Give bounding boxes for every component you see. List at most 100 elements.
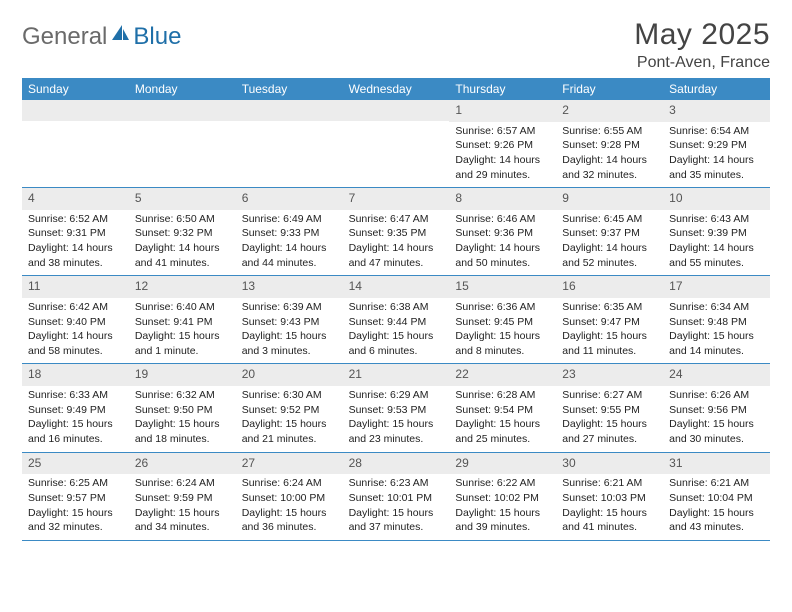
day-body: Sunrise: 6:36 AMSunset: 9:45 PMDaylight:…: [449, 298, 556, 364]
daylight2-line: and 34 minutes.: [135, 521, 230, 535]
day-cell: 25Sunrise: 6:25 AMSunset: 9:57 PMDayligh…: [22, 453, 129, 541]
sunset-line: Sunset: 9:48 PM: [669, 316, 764, 330]
sunrise-line: Sunrise: 6:45 AM: [562, 213, 657, 227]
weekday-label: Sunday: [22, 78, 129, 100]
sunset-line: Sunset: 10:02 PM: [455, 492, 550, 506]
day-cell: 7Sunrise: 6:47 AMSunset: 9:35 PMDaylight…: [343, 188, 450, 276]
day-cell: 8Sunrise: 6:46 AMSunset: 9:36 PMDaylight…: [449, 188, 556, 276]
day-number: 8: [449, 188, 556, 210]
day-cell: 21Sunrise: 6:29 AMSunset: 9:53 PMDayligh…: [343, 364, 450, 452]
daylight2-line: and 11 minutes.: [562, 345, 657, 359]
sunset-line: Sunset: 9:33 PM: [242, 227, 337, 241]
daylight1-line: Daylight: 15 hours: [135, 330, 230, 344]
day-body: Sunrise: 6:46 AMSunset: 9:36 PMDaylight:…: [449, 210, 556, 276]
day-cell: 31Sunrise: 6:21 AMSunset: 10:04 PMDaylig…: [663, 453, 770, 541]
daylight1-line: Daylight: 15 hours: [669, 330, 764, 344]
day-cell: 28Sunrise: 6:23 AMSunset: 10:01 PMDaylig…: [343, 453, 450, 541]
sunrise-line: Sunrise: 6:38 AM: [349, 301, 444, 315]
sunrise-line: Sunrise: 6:46 AM: [455, 213, 550, 227]
daylight1-line: Daylight: 15 hours: [455, 418, 550, 432]
sunset-line: Sunset: 9:32 PM: [135, 227, 230, 241]
day-number: 22: [449, 364, 556, 386]
day-body: Sunrise: 6:52 AMSunset: 9:31 PMDaylight:…: [22, 210, 129, 276]
daylight1-line: Daylight: 15 hours: [242, 507, 337, 521]
sunrise-line: Sunrise: 6:28 AM: [455, 389, 550, 403]
day-cell: 20Sunrise: 6:30 AMSunset: 9:52 PMDayligh…: [236, 364, 343, 452]
day-body: Sunrise: 6:38 AMSunset: 9:44 PMDaylight:…: [343, 298, 450, 364]
sunset-line: Sunset: 9:26 PM: [455, 139, 550, 153]
sunset-line: Sunset: 9:39 PM: [669, 227, 764, 241]
daylight2-line: and 27 minutes.: [562, 433, 657, 447]
sunrise-line: Sunrise: 6:52 AM: [28, 213, 123, 227]
daylight2-line: and 39 minutes.: [455, 521, 550, 535]
daylight1-line: Daylight: 14 hours: [349, 242, 444, 256]
day-number: 19: [129, 364, 236, 386]
daylight2-line: and 14 minutes.: [669, 345, 764, 359]
day-body: Sunrise: 6:35 AMSunset: 9:47 PMDaylight:…: [556, 298, 663, 364]
sunset-line: Sunset: 10:00 PM: [242, 492, 337, 506]
day-body: Sunrise: 6:39 AMSunset: 9:43 PMDaylight:…: [236, 298, 343, 364]
sunset-line: Sunset: 9:56 PM: [669, 404, 764, 418]
daylight2-line: and 30 minutes.: [669, 433, 764, 447]
day-body: Sunrise: 6:50 AMSunset: 9:32 PMDaylight:…: [129, 210, 236, 276]
day-number: 1: [449, 100, 556, 122]
daylight2-line: and 55 minutes.: [669, 257, 764, 271]
day-body: Sunrise: 6:47 AMSunset: 9:35 PMDaylight:…: [343, 210, 450, 276]
daylight2-line: and 29 minutes.: [455, 169, 550, 183]
sunrise-line: Sunrise: 6:36 AM: [455, 301, 550, 315]
day-cell: 14Sunrise: 6:38 AMSunset: 9:44 PMDayligh…: [343, 276, 450, 364]
daylight1-line: Daylight: 15 hours: [669, 507, 764, 521]
sunset-line: Sunset: 9:43 PM: [242, 316, 337, 330]
day-body: Sunrise: 6:30 AMSunset: 9:52 PMDaylight:…: [236, 386, 343, 452]
sunset-line: Sunset: 9:44 PM: [349, 316, 444, 330]
day-body: Sunrise: 6:49 AMSunset: 9:33 PMDaylight:…: [236, 210, 343, 276]
day-cell: 4Sunrise: 6:52 AMSunset: 9:31 PMDaylight…: [22, 188, 129, 276]
sunrise-line: Sunrise: 6:24 AM: [242, 477, 337, 491]
sunset-line: Sunset: 9:37 PM: [562, 227, 657, 241]
sunset-line: Sunset: 9:49 PM: [28, 404, 123, 418]
daylight2-line: and 38 minutes.: [28, 257, 123, 271]
day-cell: 5Sunrise: 6:50 AMSunset: 9:32 PMDaylight…: [129, 188, 236, 276]
daylight1-line: Daylight: 15 hours: [28, 418, 123, 432]
daylight1-line: Daylight: 15 hours: [455, 507, 550, 521]
day-cell: 23Sunrise: 6:27 AMSunset: 9:55 PMDayligh…: [556, 364, 663, 452]
logo-text-general: General: [22, 23, 107, 51]
sail-icon: [109, 22, 131, 51]
day-number: 3: [663, 100, 770, 122]
day-number: 14: [343, 276, 450, 298]
daylight2-line: and 6 minutes.: [349, 345, 444, 359]
sunset-line: Sunset: 9:36 PM: [455, 227, 550, 241]
weekday-label: Wednesday: [343, 78, 450, 100]
sunrise-line: Sunrise: 6:42 AM: [28, 301, 123, 315]
daylight2-line: and 50 minutes.: [455, 257, 550, 271]
daylight2-line: and 47 minutes.: [349, 257, 444, 271]
day-number: 16: [556, 276, 663, 298]
title-block: May 2025 Pont-Aven, France: [634, 18, 770, 72]
daylight1-line: Daylight: 15 hours: [135, 507, 230, 521]
day-body: Sunrise: 6:33 AMSunset: 9:49 PMDaylight:…: [22, 386, 129, 452]
day-number: 5: [129, 188, 236, 210]
day-number: 26: [129, 453, 236, 475]
day-number: 30: [556, 453, 663, 475]
daylight1-line: Daylight: 14 hours: [28, 330, 123, 344]
header-row: General Blue May 2025 Pont-Aven, France: [22, 18, 770, 72]
daylight2-line: and 35 minutes.: [669, 169, 764, 183]
empty-cell: [129, 100, 236, 188]
page-title: May 2025: [634, 18, 770, 52]
day-number: 31: [663, 453, 770, 475]
sunset-line: Sunset: 9:57 PM: [28, 492, 123, 506]
day-number: 15: [449, 276, 556, 298]
day-body: Sunrise: 6:34 AMSunset: 9:48 PMDaylight:…: [663, 298, 770, 364]
day-cell: 26Sunrise: 6:24 AMSunset: 9:59 PMDayligh…: [129, 453, 236, 541]
day-number: 10: [663, 188, 770, 210]
day-cell: 15Sunrise: 6:36 AMSunset: 9:45 PMDayligh…: [449, 276, 556, 364]
day-body: Sunrise: 6:54 AMSunset: 9:29 PMDaylight:…: [663, 122, 770, 188]
sunset-line: Sunset: 9:35 PM: [349, 227, 444, 241]
sunrise-line: Sunrise: 6:57 AM: [455, 125, 550, 139]
daylight2-line: and 32 minutes.: [562, 169, 657, 183]
day-number: 28: [343, 453, 450, 475]
sunset-line: Sunset: 9:47 PM: [562, 316, 657, 330]
daylight2-line: and 52 minutes.: [562, 257, 657, 271]
sunset-line: Sunset: 9:31 PM: [28, 227, 123, 241]
daylight1-line: Daylight: 15 hours: [562, 418, 657, 432]
